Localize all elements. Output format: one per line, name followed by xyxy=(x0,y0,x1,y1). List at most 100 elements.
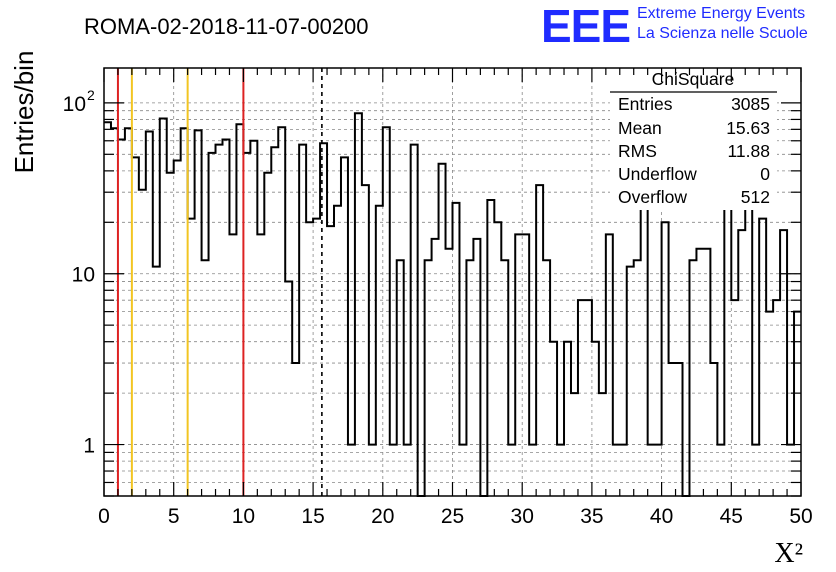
marker-lines xyxy=(116,68,323,496)
histogram-bin xyxy=(243,153,250,496)
histogram-bin xyxy=(229,234,236,496)
histogram-bin xyxy=(550,342,557,496)
histogram-bin xyxy=(264,173,271,496)
histogram-bin xyxy=(160,119,167,496)
histogram-bin xyxy=(571,393,578,496)
histogram-bin xyxy=(174,160,181,496)
histogram-bin xyxy=(752,445,759,496)
x-axis-label: X² xyxy=(774,538,803,569)
stats-box-title: ChiSquare xyxy=(652,69,735,89)
histogram-bin xyxy=(473,239,480,496)
histogram-bin xyxy=(146,131,153,496)
histogram-bin xyxy=(292,363,299,496)
stats-label-underflow: Underflow xyxy=(618,164,697,184)
eee-logo: EEE Extreme Energy Events La Scienza nel… xyxy=(541,0,808,52)
histogram-bin xyxy=(515,234,522,496)
histogram-bin xyxy=(717,445,724,496)
histogram-bin xyxy=(522,234,529,496)
histogram-bin xyxy=(216,145,223,496)
histogram-bin xyxy=(299,145,306,496)
histogram-bin xyxy=(250,141,257,496)
x-tick-label: 50 xyxy=(789,505,812,528)
histogram-bin xyxy=(446,249,453,496)
histogram-bin xyxy=(236,124,243,496)
histogram-bin xyxy=(355,113,362,496)
histogram-bin xyxy=(585,300,592,496)
x-tick-label: 15 xyxy=(301,505,324,528)
y-tick-label-exponent: 2 xyxy=(87,87,95,103)
histogram-bin xyxy=(641,181,648,496)
histogram-bin xyxy=(209,153,216,496)
chart-title: ROMA-02-2018-11-07-00200 xyxy=(84,14,369,39)
brand-line-2: La Scienza nelle Scuole xyxy=(637,25,808,42)
histogram-bin xyxy=(773,300,780,496)
y-tick-label: 10 xyxy=(63,93,86,116)
x-tick-label: 30 xyxy=(511,505,534,528)
histogram-bin xyxy=(369,445,376,496)
stats-value-rms: 11.88 xyxy=(728,141,771,161)
histogram-bin xyxy=(738,230,745,496)
statistics-box: ChiSquare Entries 3085 Mean 15.63 RMS 11… xyxy=(610,69,777,210)
histogram-bin xyxy=(696,249,703,496)
histogram-bin xyxy=(404,445,411,496)
histogram-bin xyxy=(432,239,439,496)
x-tick-label: 35 xyxy=(580,505,603,528)
histogram-bin xyxy=(139,190,146,496)
y-tick-label: 10 xyxy=(72,264,95,287)
histogram-bin xyxy=(118,140,125,496)
histogram-outline xyxy=(104,112,801,497)
histogram-bin xyxy=(578,300,585,496)
stats-value-overflow: 512 xyxy=(741,187,770,207)
histogram-bin xyxy=(188,219,195,496)
x-tick-label: 0 xyxy=(98,505,110,528)
histogram-bin xyxy=(627,267,634,496)
histogram-bin xyxy=(487,200,494,496)
histogram-bin xyxy=(564,342,571,496)
histogram-bin xyxy=(459,445,466,496)
histogram-bin xyxy=(599,393,606,496)
histogram-bin xyxy=(766,312,773,496)
histogram-bin xyxy=(536,185,543,496)
x-tick-label: 20 xyxy=(371,505,394,528)
histogram-bin xyxy=(439,164,446,496)
histogram-bin xyxy=(494,222,501,496)
stats-value-mean: 15.63 xyxy=(726,118,770,138)
histogram-bin xyxy=(557,445,564,496)
histogram-bin xyxy=(724,187,731,496)
histogram-bin xyxy=(466,260,473,496)
stats-box-background xyxy=(610,70,777,210)
histogram-bin xyxy=(306,222,313,496)
stats-value-underflow: 0 xyxy=(760,164,770,184)
x-tick-label: 25 xyxy=(441,505,464,528)
histogram-series xyxy=(104,112,801,497)
histogram-bin xyxy=(411,145,418,496)
histogram-bin xyxy=(703,249,710,496)
histogram-bin xyxy=(397,260,404,496)
histogram-bin xyxy=(508,445,515,496)
histogram-bin xyxy=(313,219,320,496)
stats-label-rms: RMS xyxy=(618,141,657,161)
histogram-bin xyxy=(676,363,683,496)
x-tick-label: 40 xyxy=(650,505,673,528)
histogram-bin xyxy=(759,219,766,496)
x-tick-label: 5 xyxy=(168,505,180,528)
y-axis-label: Entries/bin xyxy=(9,51,39,174)
stats-label-entries: Entries xyxy=(618,94,673,114)
histogram-bin xyxy=(390,445,397,496)
histogram-bin xyxy=(669,363,676,496)
stats-label-mean: Mean xyxy=(618,118,662,138)
histogram-bin xyxy=(278,127,285,496)
x-tick-label: 45 xyxy=(720,505,743,528)
histogram-bin xyxy=(794,312,801,496)
histogram-bin xyxy=(285,282,292,496)
histogram-bin xyxy=(425,260,432,496)
histogram-bin xyxy=(167,173,174,496)
histogram-bin xyxy=(257,234,264,496)
histogram-bin xyxy=(731,300,738,496)
histogram-bin xyxy=(501,260,508,496)
stats-value-entries: 3085 xyxy=(731,94,770,114)
histogram-bin xyxy=(606,234,613,496)
histogram-bin xyxy=(334,206,341,496)
